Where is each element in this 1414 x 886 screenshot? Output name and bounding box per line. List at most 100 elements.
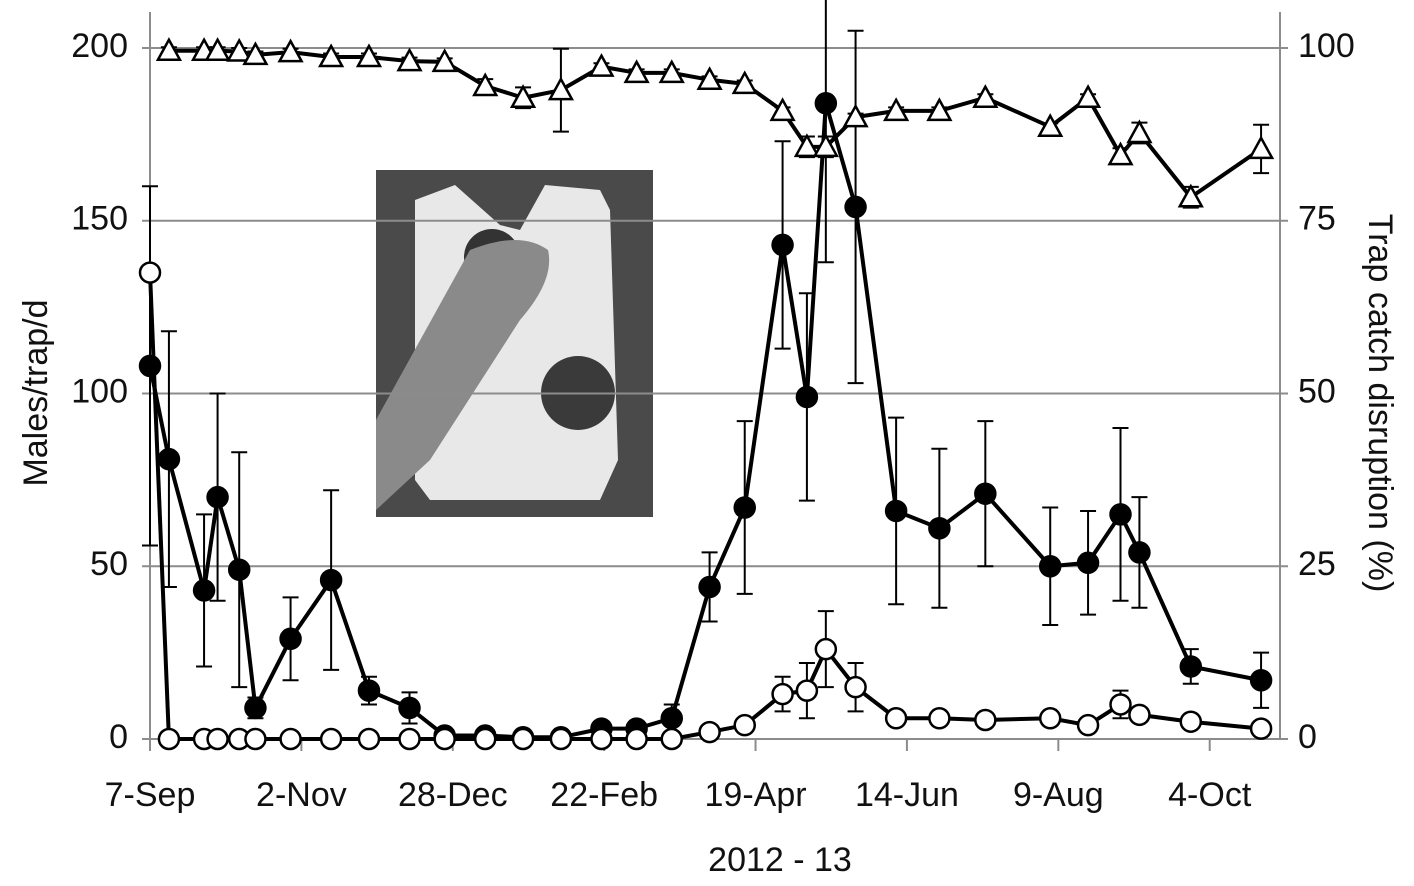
triangle-marker (204, 37, 231, 62)
open-circle-marker (625, 727, 648, 751)
triangle-marker (226, 37, 253, 62)
triangle-marker (1074, 84, 1102, 109)
triangle-marker (696, 66, 723, 91)
open-circle-marker (884, 707, 908, 730)
triangle-marker (1126, 119, 1153, 144)
circle-marker (1128, 541, 1151, 564)
triangle-marker (883, 97, 910, 122)
triangle-marker (1177, 183, 1204, 208)
triangle-marker (972, 84, 999, 109)
y-tick-label: 150 (71, 200, 128, 238)
triangle-marker (623, 59, 650, 84)
triangle-marker (277, 38, 304, 63)
open-circle-marker (206, 727, 229, 751)
open-circle-marker (1038, 707, 1062, 730)
series-line (168, 48, 1263, 200)
open-circle-marker (157, 727, 181, 751)
inset-photo (376, 170, 653, 517)
triangle-marker (547, 76, 575, 101)
x-tick-label: 7-Sep (105, 776, 196, 814)
x-tick-label: 19-Apr (705, 776, 807, 814)
circle-marker (974, 482, 997, 505)
circle-marker (279, 627, 302, 651)
circle-marker (244, 696, 267, 720)
triangle-marker (588, 53, 615, 77)
circle-marker (795, 385, 819, 409)
triangle-marker (242, 41, 269, 66)
open-circle-marker (660, 727, 683, 751)
open-circle-marker (814, 637, 838, 661)
triangle-marker (769, 97, 796, 122)
open-circle-marker (590, 727, 613, 751)
circle-marker (1179, 655, 1203, 678)
open-circle-marker (279, 727, 302, 751)
triangle-marker (842, 103, 869, 128)
open-circle-marker (698, 720, 721, 744)
open-circle-marker (844, 675, 867, 699)
y2-axis-label: Trap catch disruption (%) (1361, 214, 1399, 593)
triangle-marker (355, 43, 383, 68)
triangle-marker (318, 43, 345, 68)
triangle-marker (731, 70, 758, 95)
y-tick-label: 0 (109, 718, 128, 756)
open-circle-marker (771, 682, 794, 706)
triangle-marker (509, 84, 537, 109)
triangle-marker (1247, 135, 1275, 160)
circle-marker (698, 575, 721, 599)
x-axis-label: 2012 - 13 (708, 841, 852, 879)
open-circle-marker (549, 727, 573, 751)
y2-tick-label: 100 (1298, 27, 1355, 65)
circle-marker (1109, 503, 1132, 526)
open-circle-marker (473, 727, 497, 751)
open-circle-marker (1128, 703, 1151, 727)
circle-marker (357, 679, 381, 702)
open-circle-marker (398, 727, 421, 751)
triangle-marker (658, 59, 685, 84)
triangle-marker (1037, 113, 1064, 138)
series-line (148, 272, 1262, 741)
circle-marker (157, 447, 181, 471)
open-circle-marker (511, 727, 535, 751)
triangle-marker (396, 47, 423, 72)
circle-marker (227, 558, 251, 581)
x-tick-label: 2-Nov (256, 776, 347, 814)
circle-marker (398, 696, 421, 720)
triangle-marker (812, 133, 839, 158)
circle-marker (733, 496, 756, 519)
x-tick-label: 4-Oct (1168, 776, 1252, 814)
circle-marker (1249, 669, 1273, 692)
y-tick-label: 100 (71, 372, 128, 410)
circle-marker (1076, 551, 1100, 575)
x-tick-label: 9-Aug (1013, 776, 1104, 814)
circle-marker (319, 568, 343, 592)
series-line (148, 102, 1262, 740)
circle-marker (814, 92, 838, 115)
error-bar (817, 0, 834, 264)
circle-marker (884, 499, 908, 523)
y-tick-label: 200 (71, 27, 128, 65)
open-circle-marker (357, 727, 381, 751)
triangle-marker (431, 48, 458, 73)
y2-tick-label: 50 (1298, 372, 1336, 410)
open-circle-marker (928, 707, 951, 730)
triangle-marker (793, 133, 821, 158)
twig (376, 240, 550, 510)
open-circle-marker (138, 261, 162, 284)
circle-marker (771, 233, 794, 257)
open-circle-marker (733, 713, 756, 737)
open-circle-marker (1076, 713, 1100, 737)
triangle-marker (155, 37, 183, 62)
circle-marker (660, 707, 683, 730)
triangle-marker (472, 72, 499, 97)
circle-marker (138, 354, 162, 378)
x-tick-label: 22-Feb (550, 776, 658, 814)
open-circle-marker (319, 727, 343, 751)
circle-marker (192, 579, 216, 602)
open-circle-marker (974, 708, 997, 732)
x-tick-label: 28-Dec (398, 776, 508, 814)
triangle-marker (926, 97, 953, 122)
circle-marker (928, 516, 951, 540)
x-tick-label: 14-Jun (855, 776, 959, 814)
y-tick-label: 50 (90, 545, 128, 583)
